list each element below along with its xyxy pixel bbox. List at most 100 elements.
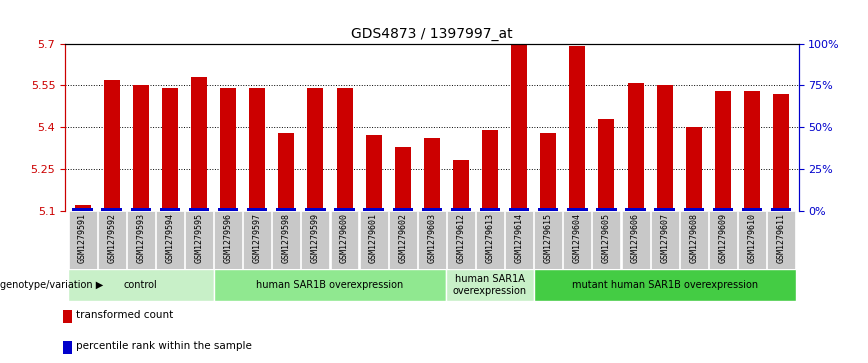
Bar bbox=[334, 208, 355, 211]
Bar bbox=[103, 80, 120, 211]
Bar bbox=[538, 208, 558, 211]
Text: GSM1279614: GSM1279614 bbox=[515, 213, 523, 264]
Bar bbox=[276, 208, 297, 211]
Text: GSM1279594: GSM1279594 bbox=[166, 213, 174, 264]
Bar bbox=[365, 135, 382, 211]
Text: GSM1279606: GSM1279606 bbox=[631, 213, 640, 264]
FancyBboxPatch shape bbox=[301, 211, 329, 269]
Text: human SAR1B overexpression: human SAR1B overexpression bbox=[256, 280, 404, 290]
Bar bbox=[713, 208, 733, 211]
FancyBboxPatch shape bbox=[563, 211, 591, 269]
FancyBboxPatch shape bbox=[359, 211, 388, 269]
Text: GSM1279595: GSM1279595 bbox=[194, 213, 203, 264]
Bar bbox=[130, 208, 151, 211]
Text: GSM1279596: GSM1279596 bbox=[224, 213, 233, 264]
Text: GSM1279609: GSM1279609 bbox=[719, 213, 727, 264]
Bar bbox=[220, 88, 236, 211]
FancyBboxPatch shape bbox=[418, 211, 446, 269]
FancyBboxPatch shape bbox=[214, 269, 446, 301]
FancyBboxPatch shape bbox=[185, 211, 213, 269]
Bar bbox=[482, 130, 498, 211]
Text: human SAR1A
overexpression: human SAR1A overexpression bbox=[453, 274, 527, 296]
Text: control: control bbox=[124, 280, 158, 290]
Text: percentile rank within the sample: percentile rank within the sample bbox=[76, 341, 252, 351]
Text: GSM1279604: GSM1279604 bbox=[573, 213, 582, 264]
Bar bbox=[161, 88, 178, 211]
Bar bbox=[306, 208, 326, 211]
FancyBboxPatch shape bbox=[651, 211, 679, 269]
Bar bbox=[247, 208, 267, 211]
Bar bbox=[569, 46, 585, 211]
Bar bbox=[625, 208, 646, 211]
Bar bbox=[75, 205, 90, 211]
Bar bbox=[686, 127, 702, 211]
FancyBboxPatch shape bbox=[446, 269, 534, 301]
Bar bbox=[102, 208, 122, 211]
Bar bbox=[567, 208, 588, 211]
Bar bbox=[337, 88, 352, 211]
FancyBboxPatch shape bbox=[156, 211, 184, 269]
Text: mutant human SAR1B overexpression: mutant human SAR1B overexpression bbox=[572, 280, 758, 290]
FancyBboxPatch shape bbox=[621, 211, 649, 269]
FancyBboxPatch shape bbox=[69, 211, 96, 269]
FancyBboxPatch shape bbox=[593, 211, 621, 269]
FancyBboxPatch shape bbox=[273, 211, 300, 269]
Bar bbox=[364, 208, 384, 211]
FancyBboxPatch shape bbox=[127, 211, 155, 269]
Bar bbox=[480, 208, 500, 211]
Bar bbox=[654, 208, 674, 211]
FancyBboxPatch shape bbox=[98, 211, 126, 269]
Text: GSM1279608: GSM1279608 bbox=[689, 213, 698, 264]
Bar bbox=[684, 208, 704, 211]
Text: transformed count: transformed count bbox=[76, 310, 174, 321]
Bar bbox=[509, 208, 529, 211]
FancyBboxPatch shape bbox=[447, 211, 475, 269]
Text: GSM1279615: GSM1279615 bbox=[543, 213, 553, 264]
Bar bbox=[395, 147, 411, 211]
FancyBboxPatch shape bbox=[243, 211, 271, 269]
Text: genotype/variation ▶: genotype/variation ▶ bbox=[0, 280, 103, 290]
Bar bbox=[771, 208, 792, 211]
Text: GSM1279600: GSM1279600 bbox=[340, 213, 349, 264]
Text: GSM1279607: GSM1279607 bbox=[661, 213, 669, 264]
Bar bbox=[744, 91, 760, 211]
Text: GSM1279601: GSM1279601 bbox=[369, 213, 378, 264]
Text: GSM1279610: GSM1279610 bbox=[747, 213, 757, 264]
Bar bbox=[72, 208, 93, 211]
Text: GSM1279597: GSM1279597 bbox=[253, 213, 261, 264]
Text: GSM1279611: GSM1279611 bbox=[777, 213, 786, 264]
Bar bbox=[657, 85, 673, 211]
Bar bbox=[742, 208, 762, 211]
Bar bbox=[773, 94, 789, 211]
Bar bbox=[422, 208, 442, 211]
FancyBboxPatch shape bbox=[68, 269, 214, 301]
Bar bbox=[279, 132, 294, 211]
FancyBboxPatch shape bbox=[680, 211, 707, 269]
FancyBboxPatch shape bbox=[767, 211, 795, 269]
Text: GSM1279593: GSM1279593 bbox=[136, 213, 145, 264]
Bar bbox=[189, 208, 209, 211]
FancyBboxPatch shape bbox=[331, 211, 358, 269]
Text: GSM1279602: GSM1279602 bbox=[398, 213, 407, 264]
Text: GSM1279592: GSM1279592 bbox=[107, 213, 116, 264]
Bar bbox=[133, 85, 148, 211]
Bar bbox=[450, 208, 471, 211]
Bar bbox=[511, 44, 527, 211]
Bar bbox=[307, 88, 324, 211]
Bar bbox=[453, 160, 469, 211]
Text: GSM1279613: GSM1279613 bbox=[485, 213, 495, 264]
Bar bbox=[392, 208, 413, 211]
Text: GSM1279599: GSM1279599 bbox=[311, 213, 320, 264]
FancyBboxPatch shape bbox=[214, 211, 242, 269]
FancyBboxPatch shape bbox=[389, 211, 417, 269]
Text: GSM1279603: GSM1279603 bbox=[427, 213, 437, 264]
Bar bbox=[596, 208, 616, 211]
Bar bbox=[63, 341, 73, 354]
Bar bbox=[249, 88, 266, 211]
FancyBboxPatch shape bbox=[476, 211, 504, 269]
FancyBboxPatch shape bbox=[709, 211, 737, 269]
Bar bbox=[191, 77, 207, 211]
Bar bbox=[715, 91, 731, 211]
Bar bbox=[218, 208, 239, 211]
Bar bbox=[540, 132, 556, 211]
